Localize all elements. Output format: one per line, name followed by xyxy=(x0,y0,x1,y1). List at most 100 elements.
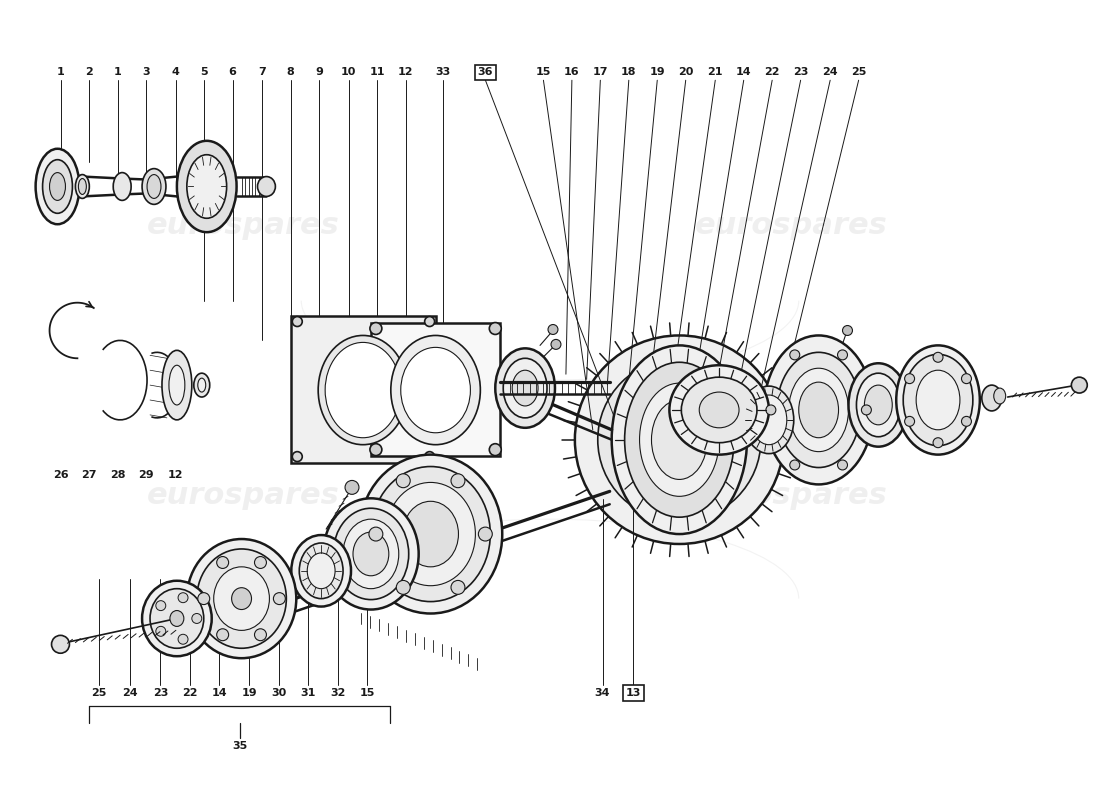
Ellipse shape xyxy=(254,629,266,641)
Ellipse shape xyxy=(597,358,761,521)
Ellipse shape xyxy=(670,366,769,454)
Text: 1: 1 xyxy=(113,67,122,78)
Ellipse shape xyxy=(178,593,188,602)
Ellipse shape xyxy=(478,527,493,541)
Text: 27: 27 xyxy=(81,470,97,479)
Text: eurospares: eurospares xyxy=(147,210,340,240)
Ellipse shape xyxy=(274,593,285,605)
Ellipse shape xyxy=(217,557,229,569)
Text: 35: 35 xyxy=(232,741,248,750)
Ellipse shape xyxy=(993,388,1005,404)
Text: 22: 22 xyxy=(764,67,780,78)
Ellipse shape xyxy=(293,452,303,462)
Ellipse shape xyxy=(961,416,971,426)
Ellipse shape xyxy=(323,498,419,610)
Ellipse shape xyxy=(177,141,236,232)
Text: 19: 19 xyxy=(649,67,666,78)
Ellipse shape xyxy=(371,466,491,602)
Ellipse shape xyxy=(763,335,873,485)
Ellipse shape xyxy=(495,348,556,428)
Text: 1: 1 xyxy=(57,67,65,78)
Ellipse shape xyxy=(50,173,66,200)
Text: 15: 15 xyxy=(360,688,375,698)
Text: 21: 21 xyxy=(707,67,723,78)
Ellipse shape xyxy=(639,383,719,496)
Ellipse shape xyxy=(451,474,465,488)
Text: 7: 7 xyxy=(258,67,266,78)
Text: 14: 14 xyxy=(211,688,228,698)
Ellipse shape xyxy=(217,629,229,641)
Text: 19: 19 xyxy=(241,688,256,698)
Ellipse shape xyxy=(865,385,892,425)
Ellipse shape xyxy=(35,149,79,224)
Ellipse shape xyxy=(916,370,960,430)
Ellipse shape xyxy=(162,350,191,420)
Ellipse shape xyxy=(651,400,707,479)
Ellipse shape xyxy=(390,335,481,445)
Text: 24: 24 xyxy=(122,688,138,698)
Text: 3: 3 xyxy=(142,67,150,78)
Ellipse shape xyxy=(575,335,784,544)
Text: eurospares: eurospares xyxy=(147,481,340,510)
Ellipse shape xyxy=(156,626,166,636)
Text: 31: 31 xyxy=(300,688,316,698)
Text: 4: 4 xyxy=(172,67,179,78)
Ellipse shape xyxy=(150,589,204,648)
Ellipse shape xyxy=(490,444,502,456)
Ellipse shape xyxy=(625,362,734,517)
Ellipse shape xyxy=(191,614,201,623)
Ellipse shape xyxy=(451,581,465,594)
Bar xyxy=(292,315,436,462)
Text: 33: 33 xyxy=(436,67,450,78)
Ellipse shape xyxy=(903,354,972,446)
Ellipse shape xyxy=(386,482,475,586)
Ellipse shape xyxy=(896,346,980,454)
Text: 29: 29 xyxy=(139,470,154,479)
Ellipse shape xyxy=(799,382,838,438)
Ellipse shape xyxy=(213,567,270,630)
Ellipse shape xyxy=(744,386,794,454)
Ellipse shape xyxy=(1071,377,1087,393)
Ellipse shape xyxy=(766,405,775,415)
Ellipse shape xyxy=(612,346,747,534)
Text: 15: 15 xyxy=(536,67,551,78)
Text: 23: 23 xyxy=(153,688,168,698)
Text: 13: 13 xyxy=(626,688,641,698)
Ellipse shape xyxy=(178,634,188,644)
Ellipse shape xyxy=(551,339,561,350)
Ellipse shape xyxy=(370,444,382,456)
Ellipse shape xyxy=(789,368,848,452)
Text: 5: 5 xyxy=(200,67,208,78)
Ellipse shape xyxy=(318,335,408,445)
Ellipse shape xyxy=(904,416,914,426)
Ellipse shape xyxy=(503,358,547,418)
Ellipse shape xyxy=(396,474,410,488)
Ellipse shape xyxy=(904,374,914,384)
Text: 12: 12 xyxy=(168,470,184,479)
Text: 28: 28 xyxy=(110,470,125,479)
Ellipse shape xyxy=(257,177,275,197)
Bar xyxy=(371,322,500,456)
Ellipse shape xyxy=(790,460,800,470)
Ellipse shape xyxy=(194,373,210,397)
Text: 24: 24 xyxy=(823,67,838,78)
Ellipse shape xyxy=(187,539,296,658)
Ellipse shape xyxy=(169,366,185,405)
Ellipse shape xyxy=(197,549,286,648)
Text: 2: 2 xyxy=(86,67,94,78)
Ellipse shape xyxy=(76,174,89,198)
Ellipse shape xyxy=(403,502,459,567)
Ellipse shape xyxy=(307,553,336,589)
Ellipse shape xyxy=(777,352,860,467)
Text: 25: 25 xyxy=(91,688,107,698)
Ellipse shape xyxy=(933,438,943,448)
Text: 9: 9 xyxy=(315,67,323,78)
Ellipse shape xyxy=(396,581,410,594)
Ellipse shape xyxy=(293,317,303,326)
Ellipse shape xyxy=(43,160,73,214)
Text: 30: 30 xyxy=(271,688,286,698)
Ellipse shape xyxy=(169,610,184,626)
Text: 11: 11 xyxy=(370,67,385,78)
Ellipse shape xyxy=(790,350,800,360)
Text: 18: 18 xyxy=(621,67,637,78)
